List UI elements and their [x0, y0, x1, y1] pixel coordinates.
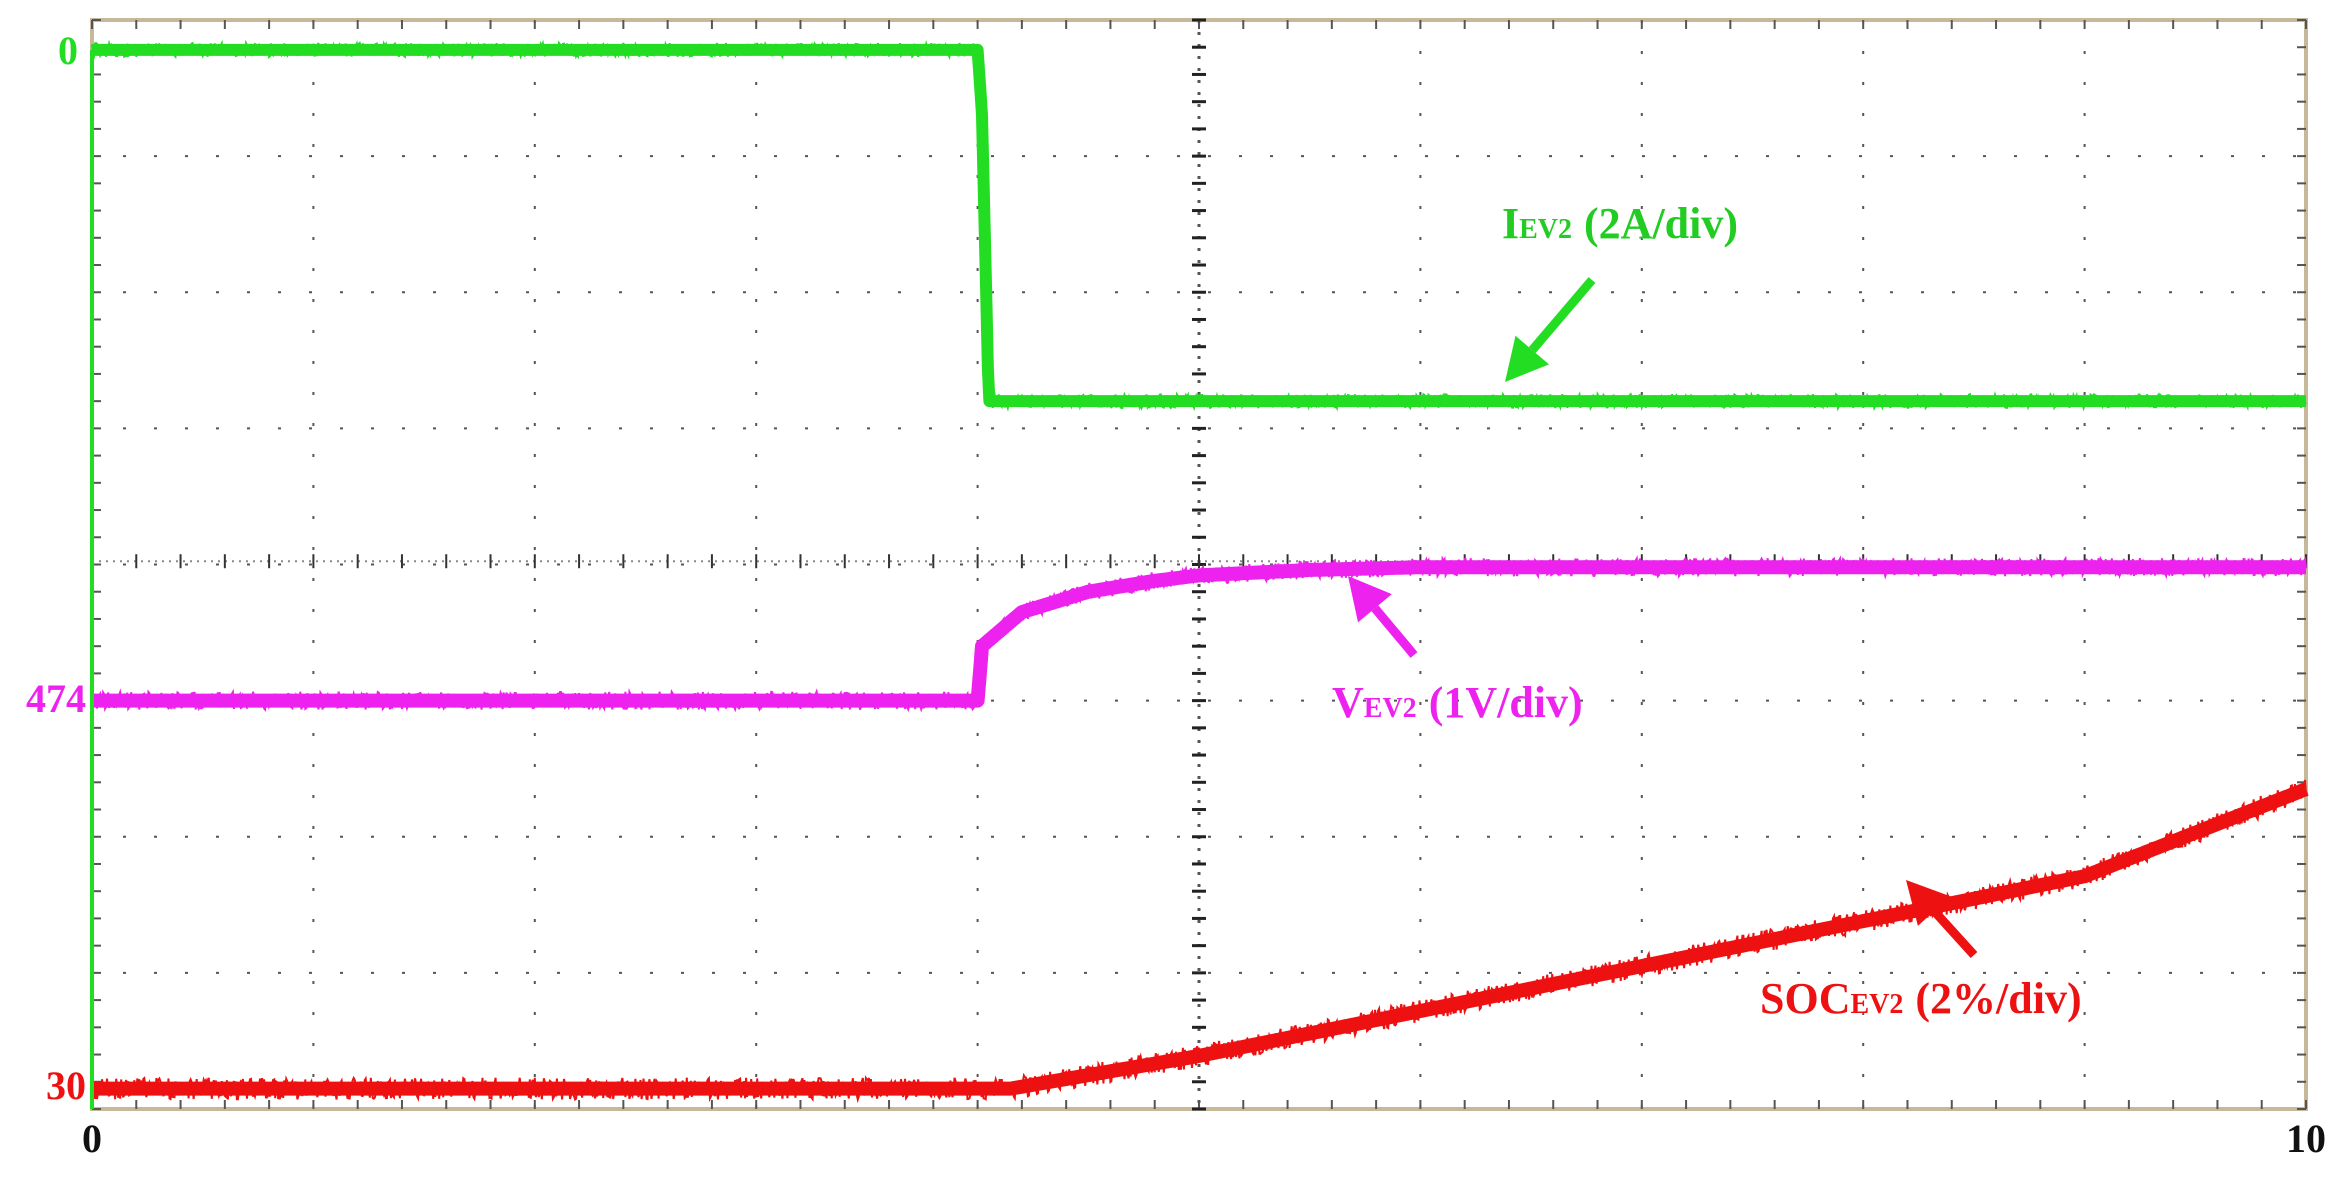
voltage-label-scale: (1V/div)	[1429, 678, 1583, 727]
voltage-trace	[86, 555, 2312, 713]
current-label-scale: (2A/div)	[1584, 199, 1738, 248]
soc-series-label: SOCEV2 (2%/div)	[1760, 974, 2082, 1023]
soc-label-scale: (2%/div)	[1915, 974, 2081, 1023]
soc-label-main: SOC	[1760, 974, 1850, 1023]
current-arrow-shaft	[1528, 277, 1596, 353]
voltage-ref-label: 474	[26, 676, 86, 721]
x-tick-label-start: 0	[82, 1116, 102, 1161]
current-label-sub: EV2	[1519, 214, 1572, 245]
voltage-arrow-head	[1348, 576, 1392, 623]
soc-trace-line	[86, 782, 2312, 1096]
current-ref-label: 0	[58, 28, 78, 73]
annotations	[1348, 277, 1978, 959]
soc-trace-noise	[91, 779, 2307, 1104]
current-trace-noise	[91, 39, 2307, 412]
soc-ref-label: 30	[46, 1063, 86, 1108]
voltage-trace-noise	[91, 555, 2307, 713]
x-tick-label-end: 10	[2286, 1116, 2326, 1161]
current-trace	[87, 39, 2311, 412]
soc-trace	[86, 779, 2312, 1104]
current-label-main: I	[1502, 199, 1519, 248]
soc-arrow	[1906, 880, 1978, 959]
current-arrow-head	[1505, 335, 1549, 382]
voltage-label-sub: EV2	[1364, 693, 1417, 724]
soc-arrow-head	[1906, 880, 1951, 926]
current-arrow	[1505, 277, 1596, 382]
voltage-series-label: VEV2 (1V/div)	[1332, 678, 1583, 727]
voltage-label-main: V	[1332, 678, 1364, 727]
voltage-arrow-shaft	[1371, 605, 1418, 658]
soc-label-sub: EV2	[1850, 989, 1903, 1020]
soc-arrow-shaft	[1930, 908, 1978, 959]
voltage-arrow	[1348, 576, 1418, 658]
current-series-label: IEV2 (2A/div)	[1502, 199, 1738, 248]
